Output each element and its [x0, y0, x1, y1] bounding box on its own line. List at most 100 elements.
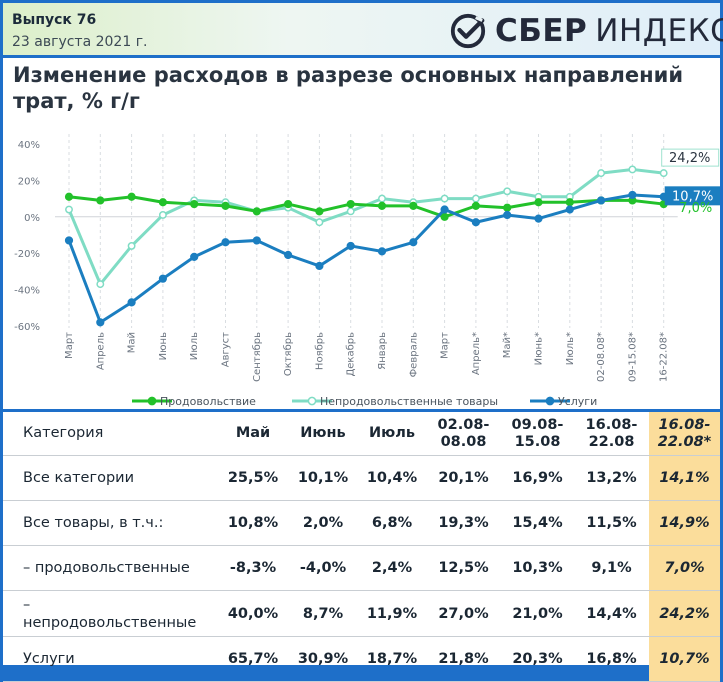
data-point [315, 218, 324, 227]
x-tick-label: 09-15.08* [627, 332, 638, 382]
table-cell: 14,9% [649, 500, 720, 546]
x-tick-label: Апрель* [471, 332, 482, 375]
data-point [190, 252, 199, 261]
data-point [127, 298, 136, 307]
table-cell: 20,3% [501, 636, 574, 682]
x-tick-label: Июнь* [534, 332, 545, 365]
table-cell: 10,3% [501, 545, 574, 591]
legend-label: Непродовольственные товары [320, 395, 498, 408]
data-point [346, 199, 355, 209]
x-tick-label: Май* [502, 332, 513, 358]
issue-date: 23 августа 2021 г. [12, 34, 148, 50]
x-tick-label: Март [64, 332, 75, 359]
x-tick-label: Июль* [565, 332, 576, 365]
data-point [65, 205, 73, 214]
table-cell: 18,7% [358, 636, 426, 682]
y-tick-label: -20% [14, 249, 40, 260]
table-body: Все категории 25,5% 10,1% 10,4% 20,1% 16,9% 13… [3, 455, 720, 682]
table-cell: 16,9% [501, 455, 574, 501]
data-point [377, 247, 387, 256]
table-cell: -8,3% [218, 545, 288, 591]
data-point [221, 201, 230, 210]
x-tick-label: 16-22.08* [659, 332, 670, 382]
data-point [158, 198, 167, 207]
x-tick-label: Июль [189, 332, 200, 360]
data-point [628, 165, 637, 174]
table-cell: 11,5% [574, 500, 649, 546]
sber-index-logo: СБЕР ИНДЕКС [449, 12, 723, 50]
legend-marker [545, 396, 555, 406]
table-cell: 10,8% [218, 500, 288, 546]
table-cell: 16,8% [574, 636, 649, 682]
table-cell: 13,2% [574, 455, 649, 501]
table-cell: 2,0% [288, 500, 358, 546]
table-cell: 40,0% [218, 590, 288, 637]
data-point [315, 207, 324, 216]
data-point [127, 241, 136, 250]
data-point [471, 201, 480, 210]
spending-table: Категория Май Июнь Июль 02.08- 08.08 09.… [3, 412, 720, 682]
legend-label: Продовольствие [160, 395, 256, 408]
table-cell: 27,0% [426, 590, 501, 637]
table-cell: 7,0% [649, 545, 720, 591]
data-point [284, 250, 293, 260]
table-cell: 6,8% [358, 500, 426, 546]
data-point [284, 199, 293, 209]
data-point [158, 211, 167, 219]
end-label-food: 7,0% [679, 201, 712, 216]
end-label-box-services [664, 186, 720, 206]
data-point [96, 196, 105, 205]
table-cell: 2,4% [358, 545, 426, 591]
logo-index-text: ИНДЕКС [595, 13, 723, 49]
data-point [409, 238, 418, 247]
x-tick-label: Май [127, 332, 138, 353]
x-tick-label: Декабрь [346, 332, 357, 377]
col-header-week2: 09.08- 15.08 [501, 412, 574, 456]
data-point [471, 194, 480, 203]
data-point [628, 190, 637, 200]
data-point [503, 203, 512, 212]
series-line-1 [67, 167, 666, 286]
data-point [503, 187, 512, 196]
data-point [565, 198, 574, 207]
chart-panel: Изменение расходов в разрезе основных на… [3, 58, 720, 409]
data-point [64, 192, 74, 201]
data-point [96, 318, 105, 327]
data-point [64, 236, 74, 245]
y-tick-label: -60% [14, 322, 40, 333]
row-label: – продовольственные [3, 545, 218, 591]
table-cell: 30,9% [288, 636, 358, 682]
table-cell: 11,9% [358, 590, 426, 637]
data-point [158, 274, 167, 283]
table-cell: 25,5% [218, 455, 288, 501]
data-point [96, 280, 105, 289]
table-cell: 14,4% [574, 590, 649, 637]
data-point [440, 194, 449, 203]
chart-title: Изменение расходов в разрезе основных на… [13, 63, 684, 113]
x-tick-label: Февраль [408, 332, 419, 378]
data-point [378, 194, 386, 203]
data-point [221, 238, 230, 247]
end-label-services: 10,7% [672, 189, 713, 204]
x-tick-label: Март [440, 332, 451, 359]
data-point [346, 207, 355, 216]
table-cell: 20,1% [426, 455, 501, 501]
series-line-2 [67, 193, 666, 324]
table-cell: -4,0% [288, 545, 358, 591]
data-point [252, 236, 261, 245]
y-tick-label: -40% [14, 286, 40, 297]
end-label-box-nonfood [661, 148, 720, 167]
y-tick-label: 0% [24, 213, 40, 224]
data-point [315, 261, 324, 271]
x-tick-label: Октябрь [283, 332, 294, 376]
table-cell: 9,1% [574, 545, 649, 591]
col-header-category: Категория [3, 412, 218, 456]
table-cell: 12,5% [426, 545, 501, 591]
line-chart: 40% 20% 0% -20% -40% -60% Март Апрель Май Июнь Июл… [14, 134, 720, 408]
data-point [471, 218, 480, 227]
row-label: Все товары, в т.ч.: [3, 500, 218, 546]
legend-label: Услуги [558, 395, 597, 408]
x-tick-label: Апрель [95, 332, 106, 370]
series-line-0 [67, 195, 666, 219]
table-row: – непродовольственные 40,0% 8,7% 11,9% 27,0%… [3, 590, 720, 637]
